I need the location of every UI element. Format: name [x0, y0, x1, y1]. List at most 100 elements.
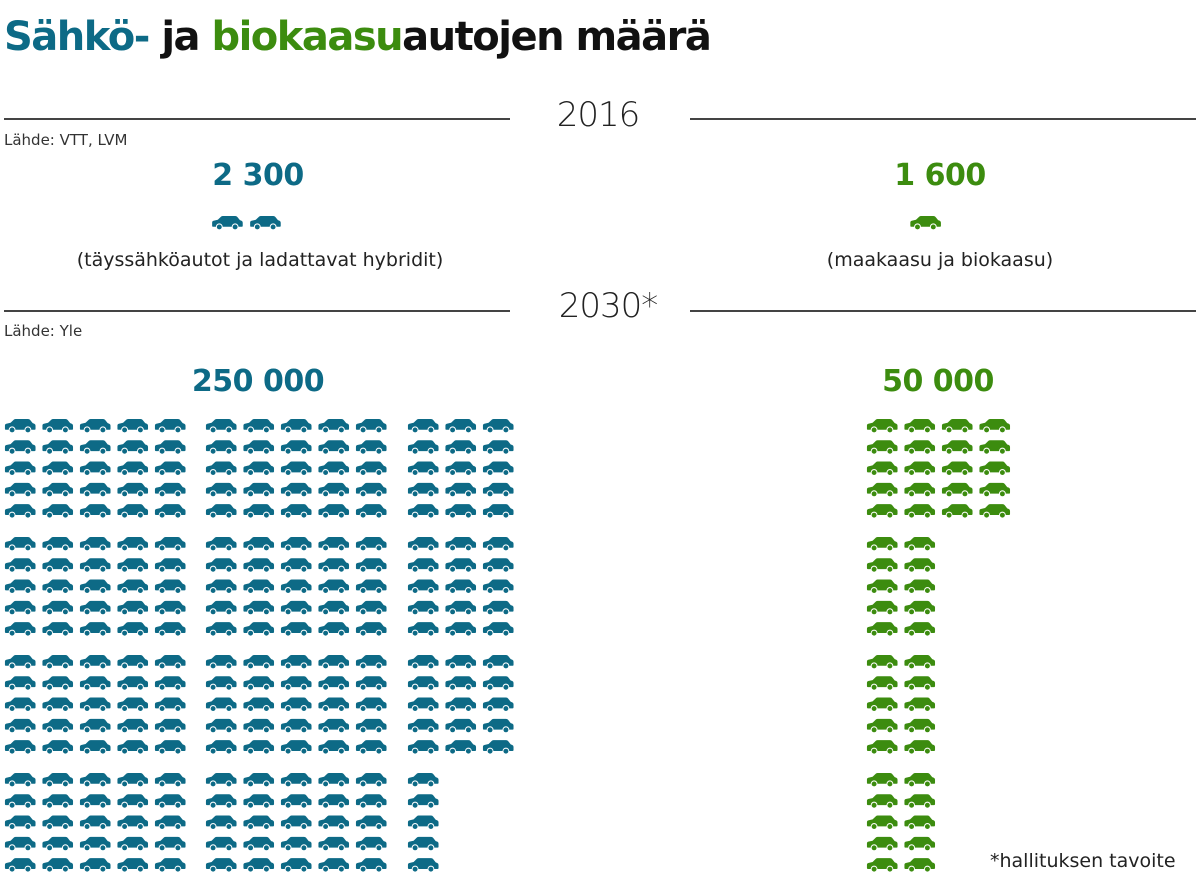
ev-2030-car-icon — [42, 836, 74, 851]
ev-2030-car-icon — [407, 858, 439, 872]
ev-2030-car-icon — [42, 504, 74, 518]
ev-2030-car-icon — [117, 740, 149, 754]
ev-2030-car-icon — [79, 579, 111, 593]
ev-2030-car-icon — [280, 440, 312, 454]
ev-2030-car-icon — [205, 858, 237, 872]
ev-2030-car-icon — [318, 600, 350, 615]
ev-2030-car-icon — [355, 858, 387, 872]
ev-2030-car-icon — [117, 536, 149, 551]
ev-2030-car-icon — [318, 772, 350, 787]
ev-2030-car-icon — [4, 740, 36, 754]
bio-2030-car-icon — [866, 794, 898, 808]
ev-2030-car-icon — [407, 536, 439, 551]
ev-2030-car-icon — [318, 740, 350, 754]
ev-2030-car-icon — [407, 482, 439, 497]
ev-2030-car-icon — [42, 740, 74, 754]
ev-2030-car-icon — [407, 622, 439, 636]
bio-2030-car-icon — [904, 654, 936, 669]
bio-2030-car-icon — [904, 440, 936, 454]
ev-2030-car-icon — [79, 815, 111, 829]
ev-2030-car-icon — [117, 418, 149, 433]
ev-2030-car-icon — [79, 600, 111, 615]
bio-2030-car-icon — [866, 718, 898, 733]
ev-2030-car-icon — [117, 558, 149, 572]
ev-2016-car-icon — [288, 215, 297, 230]
bio-2030-car-icon — [904, 536, 936, 551]
ev-2030-car-icon — [355, 579, 387, 593]
ev-2030-car-icon — [117, 836, 149, 851]
ev-2030-car-icon — [355, 600, 387, 615]
ev-2030-car-icon — [79, 418, 111, 433]
ev-2030-car-icon — [318, 858, 350, 872]
ev-2030-car-icon — [42, 718, 74, 733]
ev-2030-car-icon — [154, 482, 186, 497]
bio-2030-car-icon — [904, 418, 936, 433]
ev-2030-car-icon — [280, 836, 312, 851]
ev-2030-car-icon — [407, 740, 439, 754]
ev-2030-car-icon — [318, 622, 350, 636]
ev-2030-car-icon — [154, 815, 186, 829]
bio-2030-car-icon — [979, 504, 1011, 518]
ev-2030-car-icon — [355, 772, 387, 787]
ev-2030-car-icon — [154, 440, 186, 454]
bio-2030-car-icon — [904, 836, 936, 851]
ev-2030-car-icon — [42, 676, 74, 690]
footnote: *hallituksen tavoite — [990, 850, 1176, 872]
divider-right-2030 — [690, 310, 1196, 312]
ev-2030-car-icon — [42, 697, 74, 711]
ev-2030-car-icon — [445, 740, 477, 754]
ev-2016-car-icon — [212, 215, 243, 230]
ev-2030-car-icon — [117, 504, 149, 518]
ev-2030-car-icon — [482, 654, 514, 669]
ev-2030-car-icon — [205, 558, 237, 572]
ev-2030-car-icon — [280, 740, 312, 754]
ev-2030-car-icon — [280, 461, 312, 475]
ev-2030-car-icon — [243, 772, 275, 787]
ev-2030-car-icon — [482, 440, 514, 454]
ev-2030-car-icon — [280, 794, 312, 808]
ev-2030-car-icon — [117, 622, 149, 636]
ev-2030-car-icon — [318, 558, 350, 572]
ev-2030-car-icon — [482, 697, 514, 711]
bio-2016-value: 1 600 — [894, 158, 986, 193]
bio-2030-car-icon — [866, 836, 898, 851]
ev-2030-car-icon — [355, 836, 387, 851]
ev-2030-car-icon — [42, 440, 74, 454]
ev-2030-car-icon — [205, 718, 237, 733]
ev-2030-car-icon — [154, 558, 186, 572]
ev-2030-car-icon — [79, 836, 111, 851]
ev-2030-car-icon — [4, 482, 36, 497]
ev-2030-car-icon — [445, 440, 477, 454]
bio-2016-desc: (maakaasu ja biokaasu) — [826, 249, 1054, 271]
ev-2030-car-icon — [154, 718, 186, 733]
bio-2030-car-icon — [866, 536, 898, 551]
year-2016-label: 2016 — [556, 95, 641, 135]
ev-2030-car-icon — [318, 579, 350, 593]
ev-2030-car-icon — [482, 418, 514, 433]
bio-2030-car-icon — [866, 676, 898, 690]
ev-2030-car-icon — [280, 654, 312, 669]
ev-2030-car-icon — [154, 772, 186, 787]
ev-2030-car-icon — [243, 815, 275, 829]
ev-2030-car-icon — [280, 482, 312, 497]
ev-2030-car-icon — [280, 815, 312, 829]
ev-2030-car-icon — [243, 740, 275, 754]
ev-2030-car-icon — [154, 536, 186, 551]
ev-2030-car-icon — [4, 697, 36, 711]
bio-2030-car-icon — [904, 815, 936, 829]
bio-2030-car-icon — [979, 440, 1011, 454]
ev-2030-car-icon — [280, 418, 312, 433]
ev-2030-car-icon — [407, 579, 439, 593]
ev-2030-car-icon — [42, 418, 74, 433]
ev-2030-car-icon — [355, 718, 387, 733]
ev-2030-car-icon — [318, 418, 350, 433]
ev-2030-car-icon — [482, 600, 514, 615]
ev-2030-car-icon — [355, 815, 387, 829]
ev-2030-car-icon — [445, 600, 477, 615]
ev-2030-car-icon — [4, 718, 36, 733]
ev-2030-car-icon — [79, 794, 111, 808]
bio-2030-car-icon — [866, 858, 898, 872]
ev-2030-car-icon — [280, 718, 312, 733]
ev-2030-car-icon — [117, 600, 149, 615]
ev-2030-car-icon — [243, 622, 275, 636]
